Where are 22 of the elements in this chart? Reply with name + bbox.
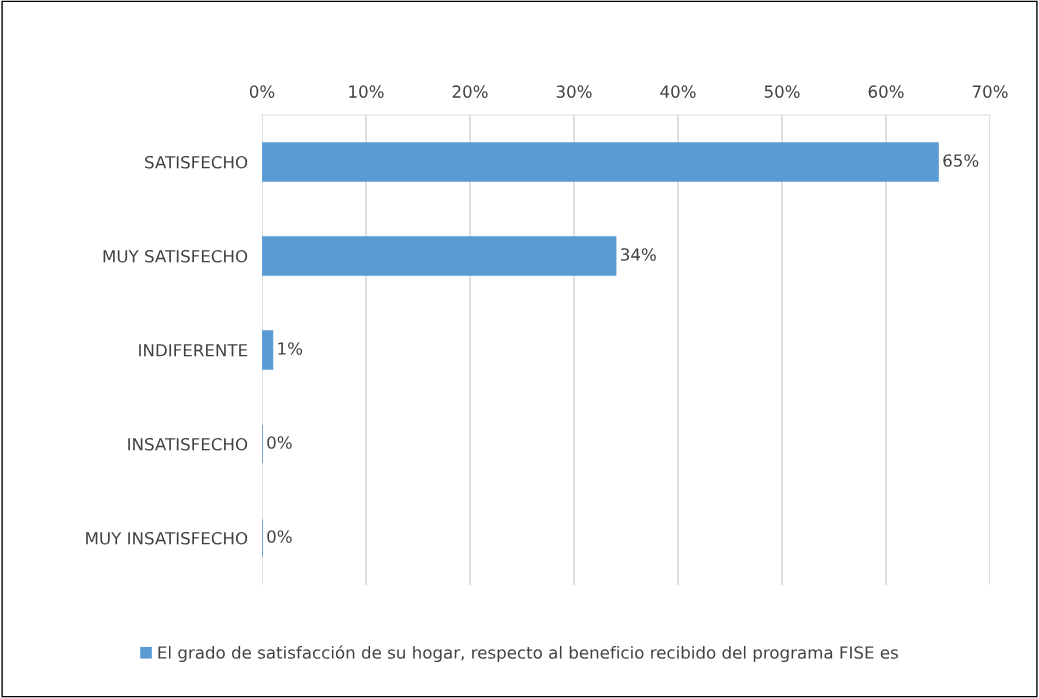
y-tick-label: MUY SATISFECHO	[103, 249, 248, 263]
y-tick-label: MUY INSATISFECHO	[86, 531, 248, 545]
y-tick-label: INDIFERENTE	[139, 344, 248, 357]
y-tick-label: INSATISFECHO	[128, 437, 248, 451]
data-label: 0%	[267, 436, 292, 449]
x-tick-label: 70%	[972, 85, 1008, 98]
x-tick-label: 50%	[764, 85, 800, 98]
bar	[262, 236, 617, 276]
data-label: 1%	[278, 342, 303, 355]
bar	[262, 142, 939, 182]
data-label: 0%	[267, 530, 292, 543]
data-label: 34%	[621, 248, 656, 261]
x-tick-label: 40%	[660, 85, 696, 98]
legend-label: El grado de satisfacción de su hogar, respecto al beneficio recibido del programa FISE es	[158, 645, 898, 663]
bar	[262, 330, 274, 370]
x-tick-label: 0%	[249, 85, 275, 98]
data-label: 65%	[943, 154, 979, 167]
x-tick-label: 10%	[349, 85, 384, 98]
x-tick-label: 20%	[452, 85, 488, 98]
x-tick-label: 60%	[868, 85, 904, 98]
x-tick-label: 30%	[556, 85, 592, 98]
y-tick-label: SATISFECHO	[145, 155, 248, 169]
